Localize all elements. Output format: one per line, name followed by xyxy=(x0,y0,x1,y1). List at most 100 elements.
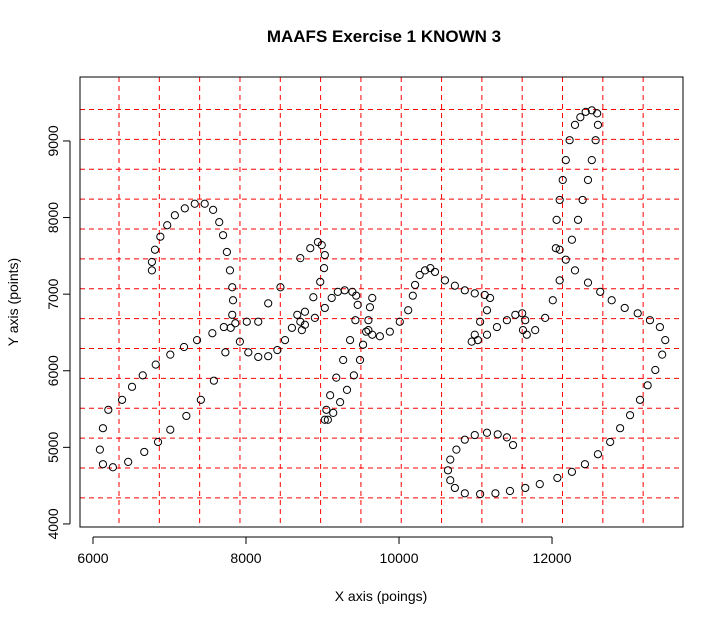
point xyxy=(570,266,580,275)
point xyxy=(163,221,172,230)
point xyxy=(460,489,469,498)
point xyxy=(552,215,561,224)
point xyxy=(365,303,375,312)
point xyxy=(470,330,479,339)
point xyxy=(228,283,237,292)
point xyxy=(375,332,384,341)
point xyxy=(535,480,544,489)
point xyxy=(140,447,149,457)
point xyxy=(482,306,492,315)
point xyxy=(319,264,329,273)
point xyxy=(415,270,424,280)
point xyxy=(332,373,341,382)
x-tick-label: 10000 xyxy=(380,550,419,566)
point xyxy=(218,231,228,240)
point xyxy=(492,322,502,332)
point xyxy=(531,326,540,335)
point xyxy=(587,106,596,115)
point xyxy=(108,463,117,472)
x-tick-label: 12000 xyxy=(533,550,572,566)
point xyxy=(153,437,163,447)
point xyxy=(635,395,645,404)
point xyxy=(166,425,175,434)
point xyxy=(395,317,404,326)
point xyxy=(593,109,602,118)
point xyxy=(576,113,585,122)
point xyxy=(460,286,469,295)
point xyxy=(327,293,336,303)
point xyxy=(127,382,137,391)
plot-frame xyxy=(79,76,684,528)
point xyxy=(440,276,450,285)
point xyxy=(561,156,570,165)
point xyxy=(518,326,528,335)
point xyxy=(587,156,596,165)
y-tick-label: 7000 xyxy=(45,278,61,309)
point xyxy=(322,405,331,414)
point xyxy=(473,336,482,345)
point xyxy=(339,355,348,365)
point xyxy=(567,467,577,476)
point xyxy=(95,445,104,454)
point xyxy=(276,283,285,292)
point xyxy=(117,395,127,404)
point xyxy=(221,348,230,357)
point xyxy=(443,466,453,475)
point xyxy=(476,317,485,326)
point xyxy=(151,360,160,369)
y-axis-label: Y axis (points) xyxy=(5,258,21,346)
point xyxy=(502,433,511,442)
point xyxy=(300,320,310,329)
point xyxy=(280,336,290,345)
point xyxy=(591,136,600,145)
point xyxy=(578,195,587,205)
point xyxy=(633,309,642,318)
point xyxy=(320,303,329,313)
point xyxy=(244,348,253,357)
point xyxy=(606,437,615,447)
point xyxy=(309,293,318,302)
point xyxy=(518,309,527,318)
point xyxy=(593,450,603,459)
point xyxy=(316,277,325,286)
point xyxy=(219,322,228,332)
point xyxy=(336,398,345,407)
point xyxy=(651,365,660,375)
point xyxy=(643,381,652,390)
point xyxy=(353,300,362,309)
y-tick-label: 9000 xyxy=(45,125,61,156)
point xyxy=(296,254,305,263)
point xyxy=(340,286,349,295)
point xyxy=(548,296,557,305)
point xyxy=(583,175,593,185)
point xyxy=(570,120,580,129)
point xyxy=(522,330,531,339)
point xyxy=(485,293,495,303)
point xyxy=(190,199,199,208)
point xyxy=(242,317,251,326)
point xyxy=(355,355,365,365)
point xyxy=(306,244,315,253)
point xyxy=(470,430,479,440)
point xyxy=(228,310,237,319)
point xyxy=(521,316,530,325)
point xyxy=(581,107,590,116)
point xyxy=(450,281,459,290)
point xyxy=(661,336,670,345)
point xyxy=(505,486,515,496)
point xyxy=(273,345,282,355)
point xyxy=(352,291,361,300)
point xyxy=(124,457,133,466)
point xyxy=(511,310,520,319)
point xyxy=(182,411,191,421)
point xyxy=(593,120,603,129)
point xyxy=(104,405,113,414)
point xyxy=(180,204,189,213)
point xyxy=(320,250,329,260)
point xyxy=(561,255,570,264)
point xyxy=(460,435,469,444)
x-tick-label: 6000 xyxy=(77,550,108,566)
point xyxy=(446,455,455,464)
point xyxy=(658,350,667,359)
